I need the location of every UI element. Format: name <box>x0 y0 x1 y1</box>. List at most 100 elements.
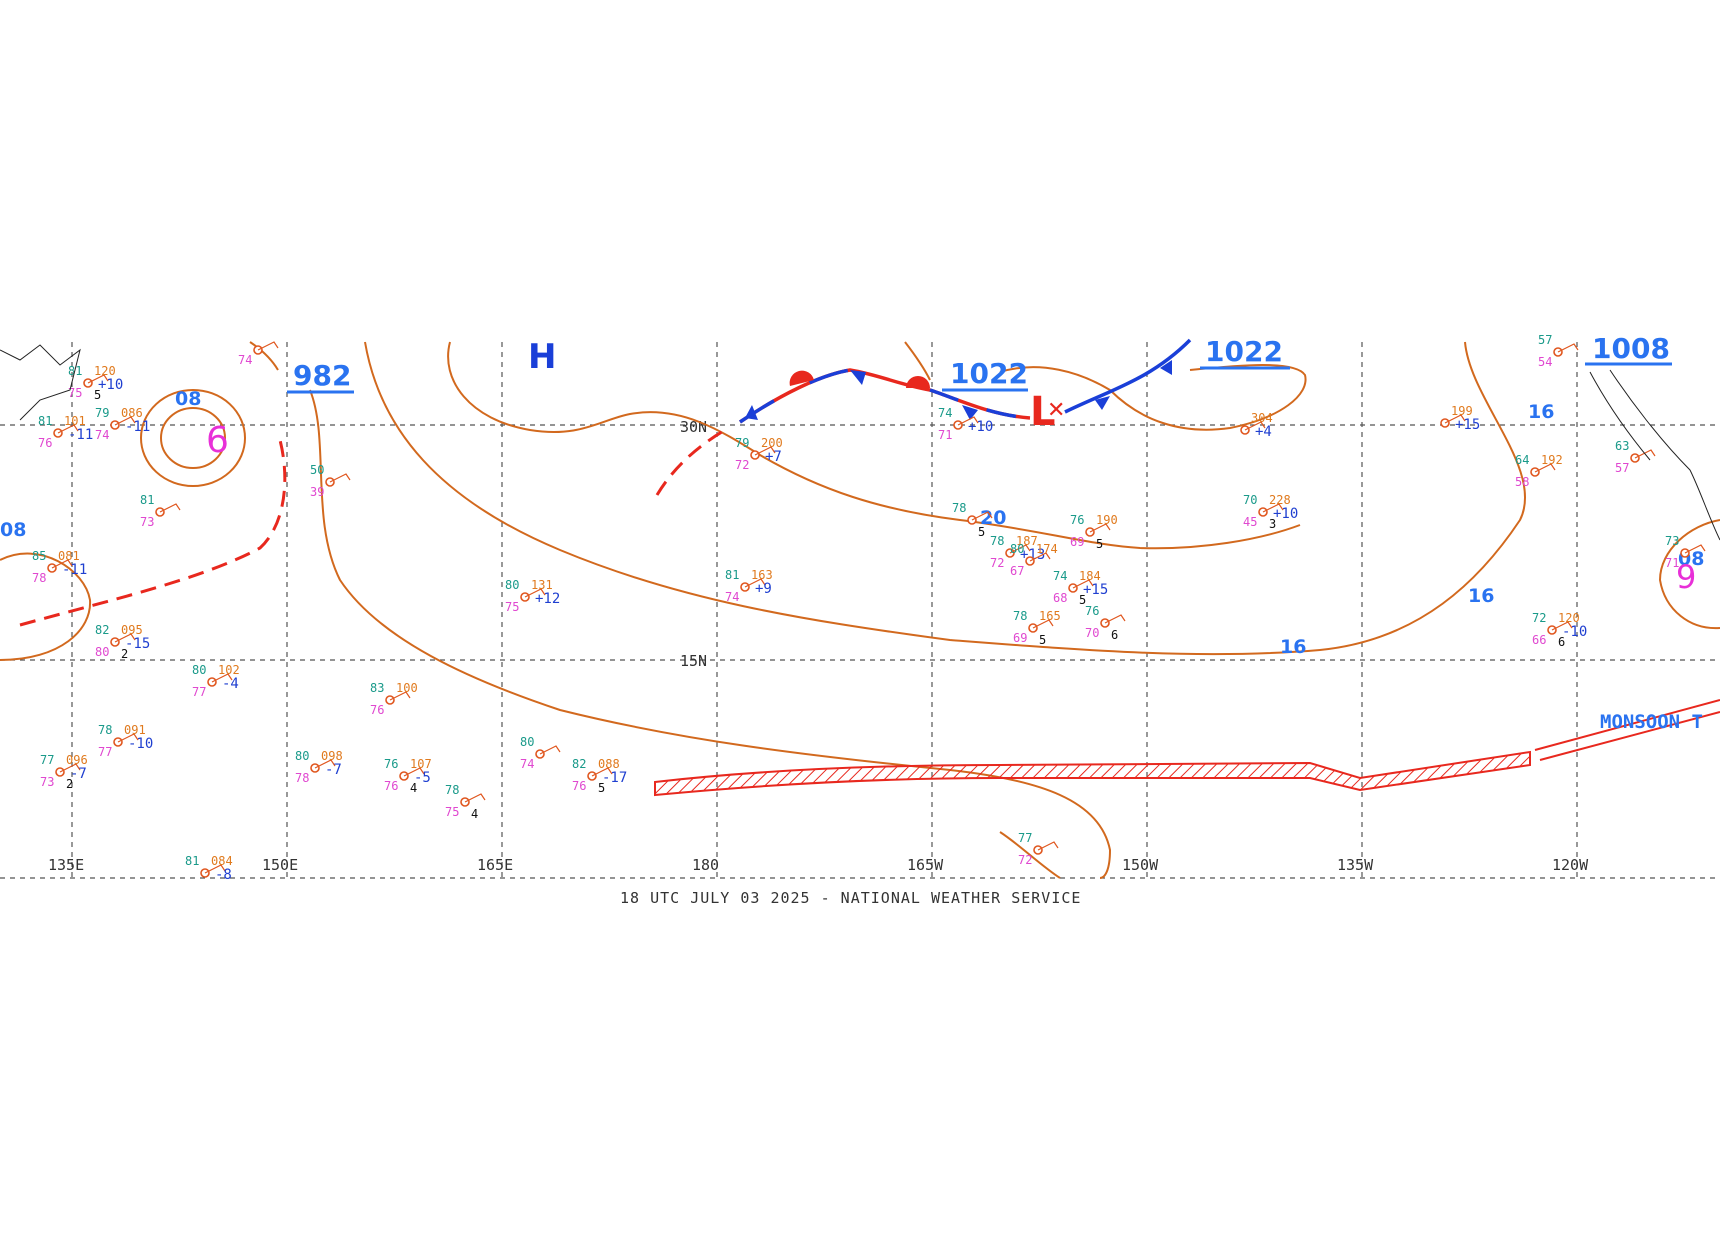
wind-barb-icon <box>211 673 233 683</box>
isobar-ring <box>140 389 246 487</box>
station-weather: 4 <box>471 807 478 821</box>
station-dewpoint: 73 <box>140 515 154 529</box>
isobar-value: 16 <box>1280 636 1306 658</box>
wind-barb-icon <box>87 374 109 384</box>
station-dewpoint: 72 <box>1018 853 1032 867</box>
isobar-value: 08 <box>175 388 201 410</box>
station-tendency: -7 <box>325 762 342 778</box>
lon-label: 150E <box>262 856 298 874</box>
tropical-storm-icon: 9 <box>1676 558 1696 596</box>
coastline-america <box>1609 369 1720 541</box>
tropical-storm-symbols: 6 9 <box>206 420 1696 596</box>
station-dewpoint: 76 <box>572 779 586 793</box>
station-weather: 2 <box>121 647 128 661</box>
station-pressure: 107 <box>410 757 432 771</box>
wind-barb-icon <box>1009 544 1031 554</box>
station-pressure: 163 <box>751 568 773 582</box>
lon-label: 180 <box>692 856 719 874</box>
isobar-line <box>249 341 279 371</box>
monsoon-band-edge <box>1534 699 1720 761</box>
station-tendency: -11 <box>68 427 93 443</box>
wind-barb-icon <box>464 793 486 803</box>
lon-label: 120W <box>1552 856 1589 874</box>
pressure-centers: H L ✕ 982 1022 1022 1008 <box>287 332 1672 435</box>
station-pressure: 200 <box>761 436 783 450</box>
station-temperature: 80 <box>520 735 534 749</box>
station-tendency: -11 <box>125 419 150 435</box>
station-pressure: 174 <box>1036 542 1058 556</box>
station-temperature: 78 <box>990 534 1004 548</box>
station-pressure: 081 <box>58 549 80 563</box>
station-tendency: +15 <box>1455 417 1480 433</box>
wind-barb-icon <box>1037 841 1059 851</box>
station-dewpoint: 39 <box>310 485 324 499</box>
station-temperature: 80 <box>505 578 519 592</box>
wind-barb-icon <box>1089 523 1111 533</box>
isobar-line <box>0 552 92 661</box>
station-temperature: 80 <box>295 749 309 763</box>
wind-barb-icon <box>114 633 136 643</box>
wind-barb-icon <box>204 864 226 874</box>
pressure-center-value: 982 <box>293 359 351 392</box>
station-temperature: 76 <box>384 757 398 771</box>
station-weather: 5 <box>1039 633 1046 647</box>
station-dewpoint: 74 <box>95 428 109 442</box>
station-dewpoint: 74 <box>520 757 534 771</box>
station-temperature: 81 <box>185 854 199 868</box>
station-dewpoint: 72 <box>735 458 749 472</box>
wind-barb-icon <box>1072 579 1094 589</box>
station-dewpoint: 71 <box>938 428 952 442</box>
station-temperature: 78 <box>1013 609 1027 623</box>
pressure-center-value: 1022 <box>1205 335 1283 368</box>
station-weather: 5 <box>1079 593 1086 607</box>
isobars <box>0 341 1720 879</box>
wind-barb-icon <box>957 416 979 426</box>
station-temperature: 76 <box>1070 513 1084 527</box>
isobar-line <box>447 341 1301 550</box>
isobar-ring <box>160 407 226 469</box>
station-temperature: 74 <box>938 406 952 420</box>
station-tendency: -4 <box>222 676 239 692</box>
warm-front-bump <box>906 376 930 388</box>
cold-front-triangle <box>962 405 978 420</box>
station-temperature: 50 <box>310 463 324 477</box>
wind-barb-icon <box>539 745 561 755</box>
low-pressure-icon: L <box>1030 389 1056 435</box>
station-dewpoint: 58 <box>1515 475 1529 489</box>
station-dewpoint: 69 <box>1070 535 1084 549</box>
wind-barb-icon <box>1104 614 1126 624</box>
cold-front <box>1064 338 1192 414</box>
isobar-line <box>999 831 1061 879</box>
lon-label: 135W <box>1337 856 1374 874</box>
station-dewpoint: 54 <box>1538 355 1552 369</box>
wind-barb-icon <box>159 503 181 513</box>
trough-line <box>19 439 287 627</box>
station-dewpoint: 76 <box>38 436 52 450</box>
longitude-labels: 135E 150E 165E 180 165W 150W 135W 120W <box>48 856 1589 874</box>
coastline-asia <box>0 344 81 421</box>
wind-barb-icon <box>1032 619 1054 629</box>
station-dewpoint: 78 <box>295 771 309 785</box>
lon-label: 165W <box>907 856 944 874</box>
wind-barb-icon <box>1444 414 1466 424</box>
wind-barb-icon <box>117 733 139 743</box>
isobar-line <box>364 341 1527 656</box>
lon-label: 150W <box>1122 856 1159 874</box>
troughs <box>19 428 726 627</box>
wind-barb-icon <box>51 559 73 569</box>
station-dewpoint: 69 <box>1013 631 1027 645</box>
station-pressure: 102 <box>218 663 240 677</box>
station-weather: 4 <box>410 781 417 795</box>
station-temperature: 82 <box>572 757 586 771</box>
station-tendency: +10 <box>1273 506 1298 522</box>
station-dewpoint: 76 <box>384 779 398 793</box>
wind-barb-icon <box>389 691 411 701</box>
station-pressure: 096 <box>66 753 88 767</box>
station-dewpoint: 71 <box>1665 556 1679 570</box>
station-pressure: 084 <box>211 854 233 868</box>
station-temperature: 63 <box>1615 439 1629 453</box>
lat-label: 15N <box>680 652 707 670</box>
station-pressure: 098 <box>321 749 343 763</box>
station-temperature: 78 <box>952 501 966 515</box>
